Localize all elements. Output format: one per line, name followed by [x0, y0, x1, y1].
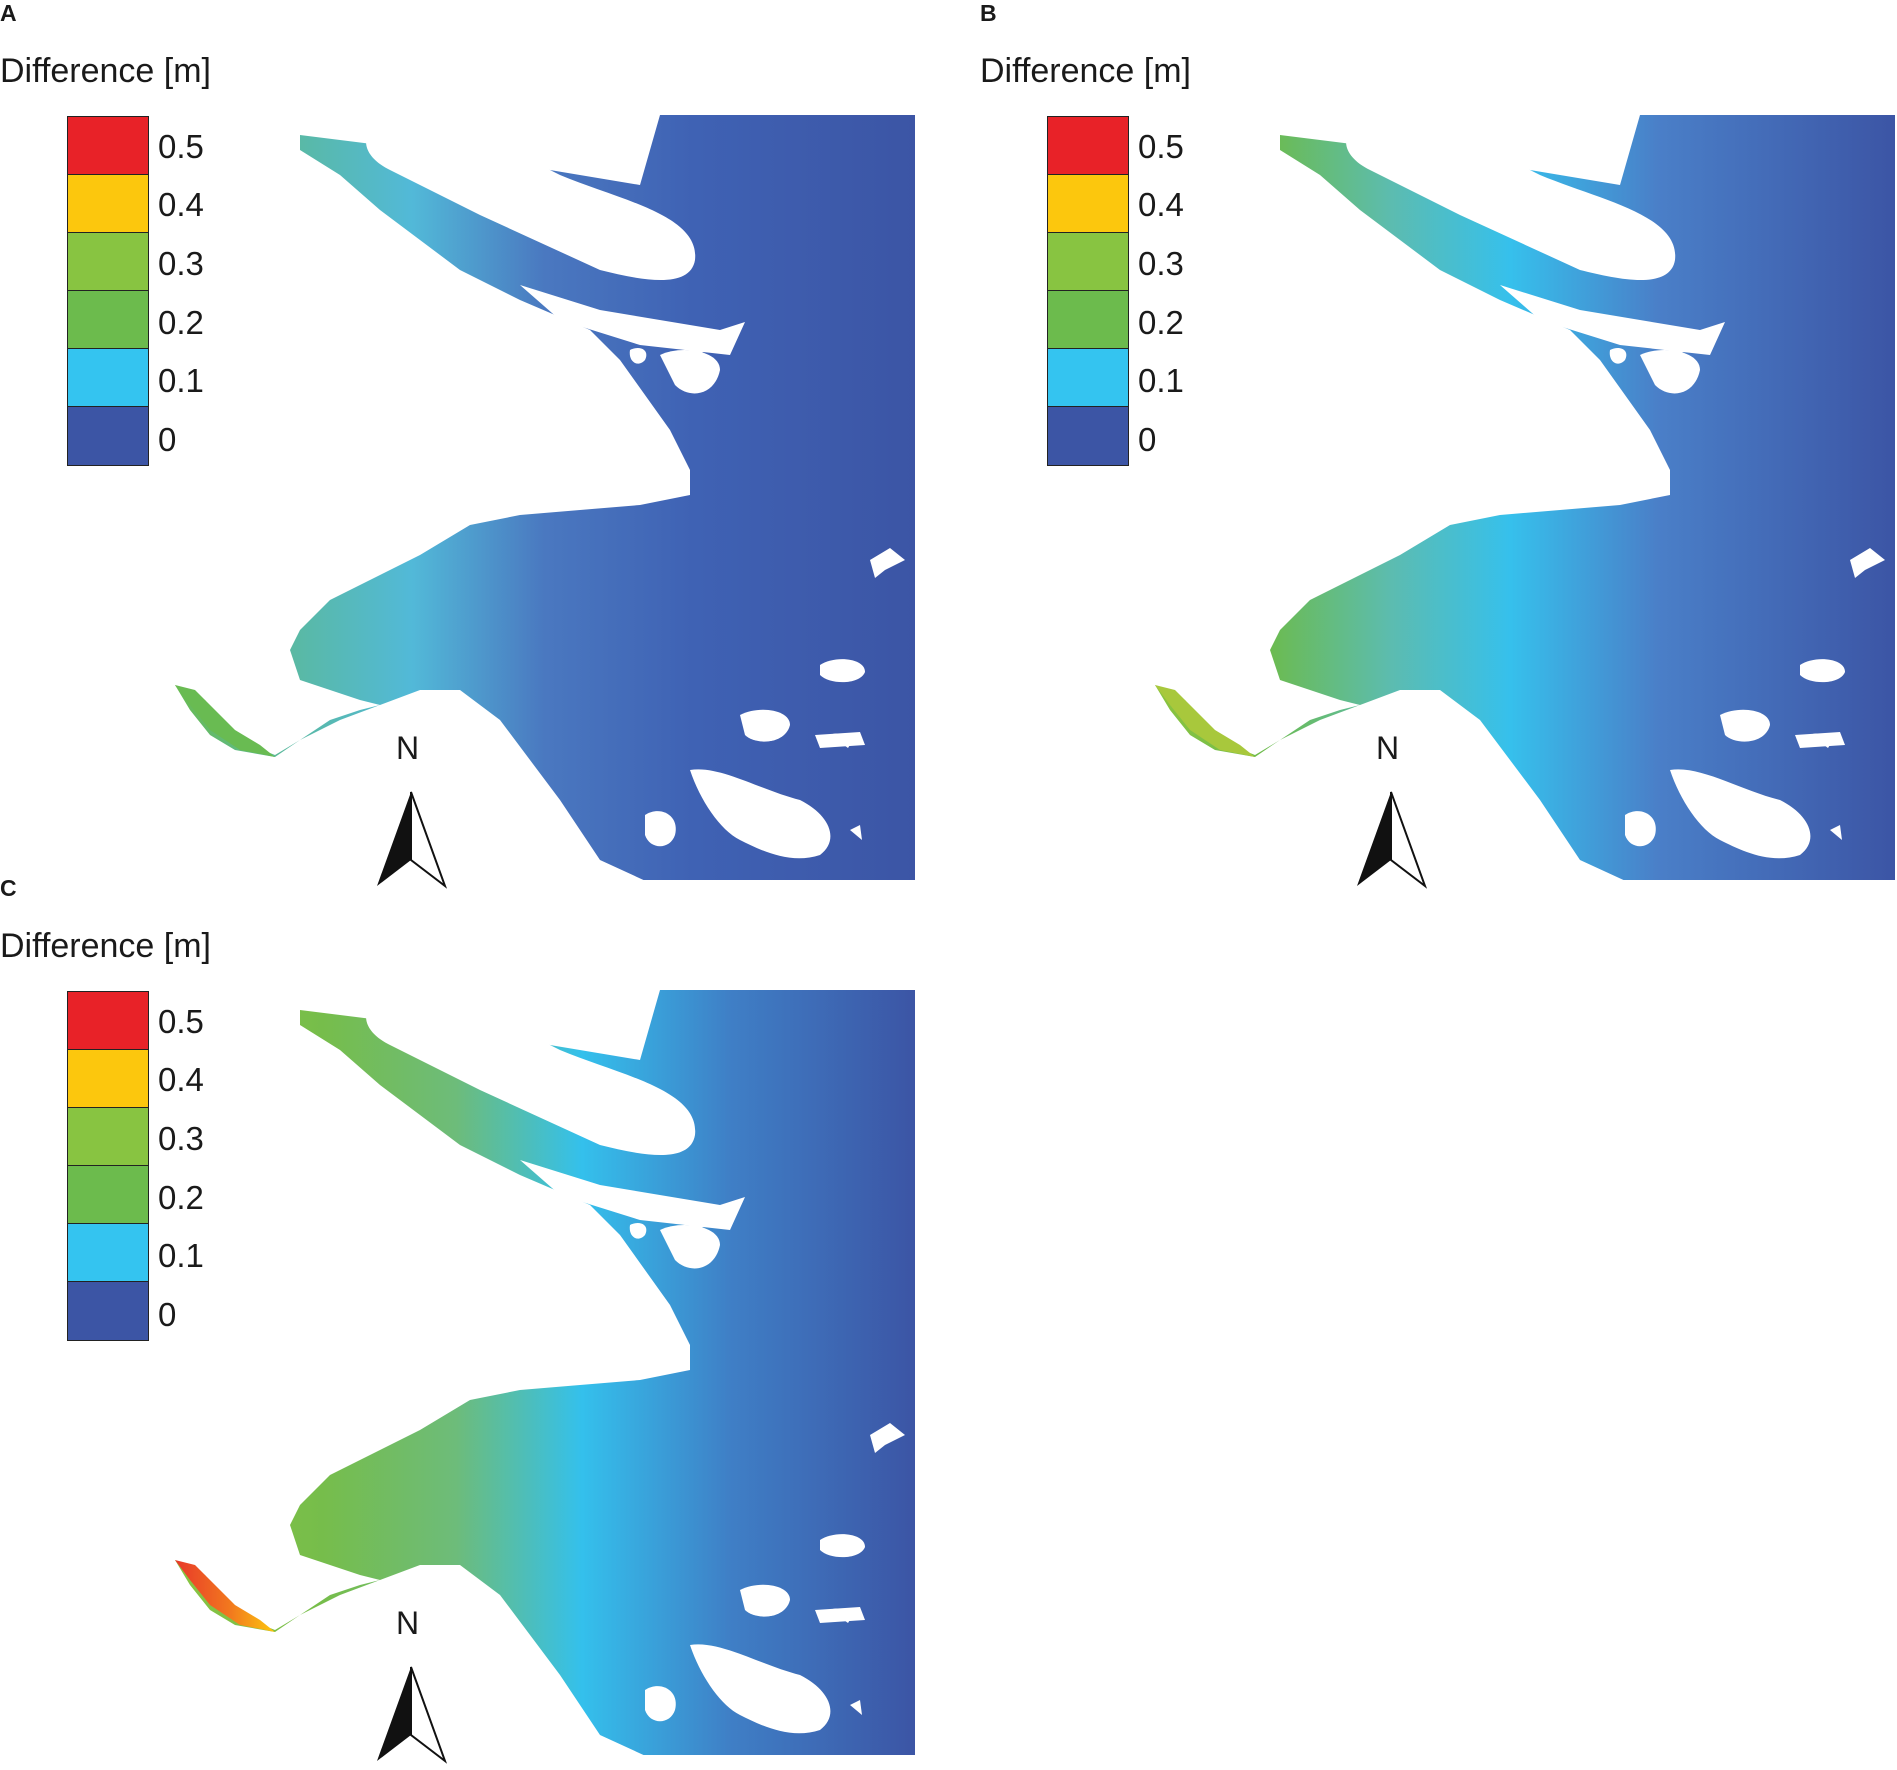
legend-swatch-0.2 — [1048, 291, 1128, 349]
legend-swatch-0.1 — [68, 1224, 148, 1282]
water-area — [175, 990, 915, 1755]
difference-map — [1155, 109, 1895, 880]
legend-swatch-0.4 — [1048, 175, 1128, 233]
legend-swatch-0.3 — [68, 1108, 148, 1166]
color-legend — [1047, 116, 1129, 466]
legend-tick: 0 — [1138, 421, 1157, 458]
legend-tick: 0.2 — [158, 304, 204, 341]
legend-swatch-0.3 — [68, 233, 148, 291]
legend-tick: 0 — [158, 421, 177, 458]
panel-c: C Difference [m] 0.5 0.4 0.3 0.2 0.1 0 — [0, 875, 930, 1764]
north-arrow-icon — [377, 791, 447, 889]
legend-swatch-0.5 — [68, 992, 148, 1050]
north-arrow-icon — [1357, 791, 1427, 889]
legend-tick: 0.1 — [1138, 362, 1184, 399]
north-label: N — [396, 730, 420, 766]
legend-title: Difference [m] — [980, 52, 1192, 90]
legend-tick: 0 — [158, 1296, 177, 1333]
north-arrow-icon — [377, 1666, 447, 1764]
north-label: N — [1376, 730, 1400, 766]
color-legend — [67, 991, 149, 1341]
legend-swatch-0 — [1048, 407, 1128, 465]
legend-swatch-0.3 — [1048, 233, 1128, 291]
land-islands — [366, 984, 905, 1734]
difference-map — [175, 984, 915, 1755]
panel-b: B Difference [m] 0.5 0.4 0.3 0.2 0.1 0 — [980, 0, 1897, 889]
legend-swatch-0.5 — [1048, 117, 1128, 175]
water-area — [1155, 115, 1895, 880]
panel-label: B — [980, 0, 997, 26]
water-area — [175, 115, 915, 880]
legend-tick: 0.4 — [1138, 186, 1184, 223]
legend-tick: 0.5 — [158, 128, 204, 165]
panel-label: A — [0, 0, 17, 26]
legend-title: Difference [m] — [0, 927, 212, 965]
legend-swatch-0.4 — [68, 175, 148, 233]
legend-swatch-0.4 — [68, 1050, 148, 1108]
legend-tick: 0.1 — [158, 362, 204, 399]
land-islands — [1346, 109, 1885, 859]
land-islands — [366, 109, 905, 859]
legend-swatch-0.2 — [68, 1166, 148, 1224]
north-label: N — [396, 1605, 420, 1641]
legend-swatch-0 — [68, 1282, 148, 1340]
color-legend — [67, 116, 149, 466]
legend-swatch-0.2 — [68, 291, 148, 349]
panel-a: A Difference [m] 0.5 0.4 0.3 0.2 0.1 0 — [0, 0, 930, 889]
legend-tick: 0.3 — [158, 245, 204, 282]
legend-tick: 0.3 — [158, 1120, 204, 1157]
legend-tick: 0.5 — [158, 1003, 204, 1040]
legend-tick: 0.2 — [1138, 304, 1184, 341]
legend-swatch-0.5 — [68, 117, 148, 175]
legend-tick: 0.5 — [1138, 128, 1184, 165]
legend-tick: 0.4 — [158, 1061, 204, 1098]
legend-swatch-0.1 — [1048, 349, 1128, 407]
legend-tick: 0.2 — [158, 1179, 204, 1216]
legend-title: Difference [m] — [0, 52, 212, 90]
difference-map — [175, 109, 915, 880]
legend-tick: 0.1 — [158, 1237, 204, 1274]
legend-swatch-0.1 — [68, 349, 148, 407]
panel-label: C — [0, 875, 17, 901]
legend-tick: 0.3 — [1138, 245, 1184, 282]
legend-swatch-0 — [68, 407, 148, 465]
legend-tick: 0.4 — [158, 186, 204, 223]
